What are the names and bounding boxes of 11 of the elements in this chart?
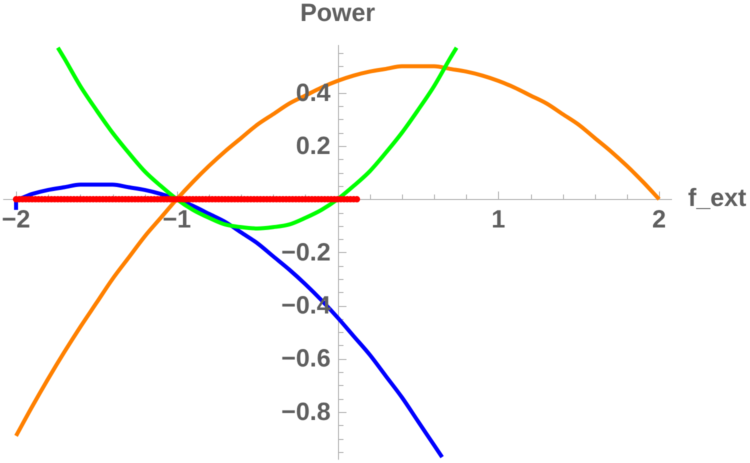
y-tick-label: 0.2	[296, 132, 331, 160]
y-axis-title: Power	[300, 0, 376, 27]
x-tick-label: 2	[652, 206, 666, 234]
y-tick-label: −0.2	[281, 238, 331, 266]
x-axis-title: f_ext	[688, 184, 748, 212]
line-series	[56, 46, 459, 230]
x-tick-label: −2	[2, 206, 30, 234]
y-tick-label: −0.8	[281, 398, 331, 426]
x-tick-label: −1	[162, 206, 192, 234]
y-tick-label: −0.6	[281, 344, 331, 373]
x-tick-label: 1	[491, 206, 506, 234]
